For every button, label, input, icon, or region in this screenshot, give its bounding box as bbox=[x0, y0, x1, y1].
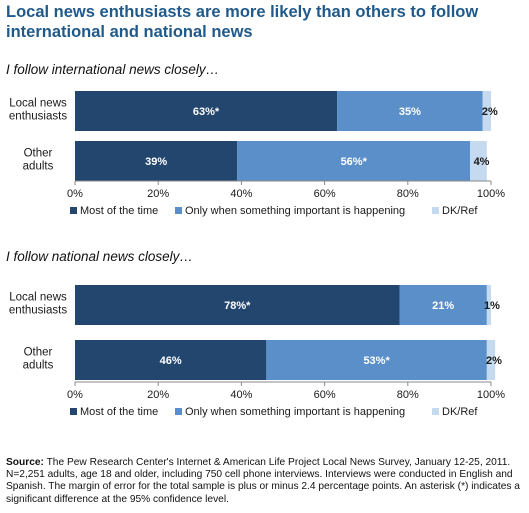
source-text: The Pew Research Center's Internet & Ame… bbox=[6, 457, 520, 505]
data-label: 2% bbox=[482, 106, 498, 118]
source-label: Source: bbox=[6, 457, 44, 468]
category-label: adults bbox=[23, 360, 54, 372]
x-tick-label: 20% bbox=[147, 188, 169, 200]
legend-label: Most of the time bbox=[80, 406, 158, 418]
x-tick-label: 100% bbox=[477, 188, 505, 200]
legend-swatch bbox=[175, 408, 182, 415]
x-tick-label: 80% bbox=[397, 188, 419, 200]
x-tick-label: 0% bbox=[67, 389, 83, 401]
data-label: 35% bbox=[399, 106, 421, 118]
x-tick-label: 60% bbox=[314, 188, 336, 200]
source-note: Source: The Pew Research Center's Intern… bbox=[6, 457, 524, 506]
x-tick-label: 40% bbox=[230, 389, 252, 401]
bar-segment bbox=[486, 340, 496, 380]
legend-swatch bbox=[70, 408, 77, 415]
legend-label: DK/Ref bbox=[442, 406, 478, 418]
data-label: 2% bbox=[486, 355, 502, 367]
x-tick-label: 40% bbox=[230, 188, 252, 200]
legend-swatch bbox=[175, 207, 182, 214]
data-label: 39% bbox=[145, 156, 167, 168]
data-label: 63%* bbox=[193, 106, 220, 118]
bar-segment bbox=[75, 141, 238, 181]
x-tick-label: 0% bbox=[67, 188, 83, 200]
bar-segment bbox=[75, 285, 400, 325]
x-tick-label: 20% bbox=[147, 389, 169, 401]
bar-segment bbox=[470, 141, 487, 181]
chart2-subtitle: I follow national news closely… bbox=[6, 249, 193, 264]
bar-segment bbox=[75, 340, 267, 380]
legend-label: Only when something important is happeni… bbox=[185, 205, 405, 217]
chart-title: Local news enthusiasts are more likely t… bbox=[6, 3, 479, 41]
legend-swatch bbox=[432, 207, 439, 214]
bar-segment bbox=[482, 91, 491, 131]
category-label: enthusiasts bbox=[9, 305, 67, 317]
legend-swatch bbox=[70, 207, 77, 214]
legend-label: DK/Ref bbox=[442, 205, 478, 217]
legend-swatch bbox=[432, 408, 439, 415]
data-label: 21% bbox=[432, 300, 454, 312]
legend-label: Only when something important is happeni… bbox=[185, 406, 405, 418]
data-label: 4% bbox=[474, 156, 490, 168]
legend-label: Most of the time bbox=[80, 205, 158, 217]
category-label: Local news bbox=[9, 292, 67, 304]
bar-segment bbox=[399, 285, 487, 325]
bar-segment bbox=[337, 91, 483, 131]
bar-segment bbox=[486, 285, 491, 325]
category-label: enthusiasts bbox=[9, 111, 67, 123]
category-label: Other bbox=[24, 347, 53, 359]
data-label: 46% bbox=[160, 355, 182, 367]
chart1-subtitle: I follow international news closely… bbox=[6, 62, 220, 77]
category-label: Local news bbox=[9, 98, 67, 110]
data-label: 1% bbox=[484, 300, 500, 312]
data-label: 56%* bbox=[341, 156, 368, 168]
data-label: 53%* bbox=[363, 355, 390, 367]
x-tick-label: 60% bbox=[314, 389, 336, 401]
data-label: 78%* bbox=[224, 300, 251, 312]
x-tick-label: 100% bbox=[477, 389, 505, 401]
bar-segment bbox=[75, 91, 338, 131]
x-tick-label: 80% bbox=[397, 389, 419, 401]
category-label: Other bbox=[24, 148, 53, 160]
bar-segment bbox=[266, 340, 487, 380]
bar-segment bbox=[237, 141, 471, 181]
category-label: adults bbox=[23, 161, 54, 173]
